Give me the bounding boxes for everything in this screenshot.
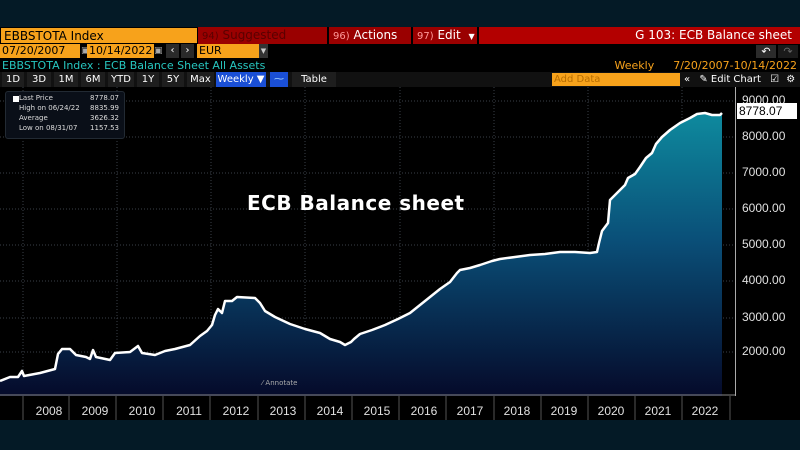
area-fill [0, 113, 722, 396]
legend-value: 3626.32 [90, 114, 119, 122]
period-1m-button[interactable]: 1M [54, 72, 78, 87]
add-data-input[interactable]: Add Data [552, 73, 680, 86]
x-tick-label: 2020 [597, 404, 625, 418]
x-tick-label: 2019 [550, 404, 578, 418]
x-tick-label: 2012 [222, 404, 250, 418]
legend-row-average: Average 3626.32 [19, 114, 119, 123]
prev-period-button[interactable]: ‹ [166, 44, 179, 58]
legend-label: Last Price [19, 94, 53, 102]
period-max-button[interactable]: Max [187, 72, 214, 87]
gear-icon[interactable]: ⚙ [786, 74, 796, 85]
edit-number: 97) [417, 31, 434, 42]
legend-row-high: High on 06/24/22 8835.99 [19, 104, 119, 113]
command-bar: EBBSTOTA Index 94) Suggested Charts 96) … [0, 27, 800, 60]
range-info: Weekly 7/20/2007-10/14/2022 [615, 59, 797, 72]
ticker-input[interactable]: EBBSTOTA Index [0, 27, 198, 44]
date-range-bar: 07/20/2007 ▣ - 10/14/2022 ▣ ‹ › EUR ▼ ↶ … [0, 44, 800, 59]
legend-value: 8835.99 [90, 104, 119, 112]
axis-corner [735, 396, 800, 420]
suggested-charts-button[interactable]: 94) Suggested Charts [198, 27, 327, 60]
calendar-icon[interactable]: ▣ [81, 46, 90, 56]
x-tick-label: 2022 [691, 404, 719, 418]
pencil-icon: ⁄ [262, 379, 266, 387]
legend-row-low: Low on 08/31/07 1157.53 [19, 124, 119, 133]
actions-menu-button[interactable]: 96) Actions ▼ [329, 27, 411, 59]
pencil-icon: ✎ [699, 74, 708, 85]
collapse-icon[interactable]: « [684, 74, 691, 85]
actions-label: Actions [353, 28, 398, 42]
y-tick-label: 4000.00 [742, 273, 786, 287]
end-date-input[interactable]: 10/14/2022 [87, 44, 154, 58]
chart-tools: « ✎ Edit Chart ☑ ⚙ [684, 72, 795, 87]
next-period-button[interactable]: › [181, 44, 194, 58]
legend-label: Average [19, 114, 48, 122]
x-tick-label: 2015 [363, 404, 391, 418]
calendar-icon[interactable]: ▣ [154, 46, 163, 56]
x-tick-label: 2014 [316, 404, 344, 418]
y-tick-label: 8000.00 [742, 129, 786, 143]
table-button[interactable]: Table [292, 72, 336, 87]
date-range-label: 7/20/2007-10/14/2022 [673, 59, 797, 72]
edit-chart-button[interactable]: Edit Chart [710, 74, 761, 85]
period-1d-button[interactable]: 1D [2, 72, 24, 87]
chevron-down-icon[interactable]: ▼ [259, 44, 268, 58]
frequency-label: Weekly [614, 59, 655, 72]
page-title: G 103: ECB Balance sheet [479, 27, 800, 44]
y-tick-label: 7000.00 [742, 165, 786, 179]
period-6m-button[interactable]: 6M [81, 72, 105, 87]
currency-select[interactable]: EUR [197, 44, 259, 58]
x-tick-label: 2008 [35, 404, 63, 418]
last-price-tag: 8778.07 [737, 103, 797, 119]
x-tick-label: 2016 [410, 404, 438, 418]
x-axis-dividers [22, 396, 731, 420]
line-chart-icon[interactable]: ⁓ [270, 72, 288, 87]
legend-value: 8778.07 [90, 94, 119, 102]
y-axis: 9000.00 8000.00 7000.00 6000.00 5000.00 … [735, 87, 800, 396]
x-tick-label: 2011 [176, 404, 202, 418]
legend-value: 1157.53 [90, 124, 119, 132]
period-1y-button[interactable]: 1Y [137, 72, 159, 87]
y-tick-label: 5000.00 [742, 237, 786, 251]
x-axis: 2008 2009 2010 2011 2012 2013 2014 2015 … [0, 396, 735, 420]
chart-title: ECB Balance sheet [247, 191, 465, 215]
caret-down-icon: ▼ [468, 32, 475, 41]
start-date-input[interactable]: 07/20/2007 [0, 44, 80, 58]
annotate-tool-icon[interactable]: ☑ [770, 74, 780, 85]
x-tick-label: 2009 [81, 404, 109, 418]
price-line [0, 111, 723, 383]
redo-button[interactable]: ↷ [778, 45, 798, 58]
security-bar: EBBSTOTA Index : ECB Balance Sheet All A… [0, 59, 800, 72]
chart-legend: Last Price 8778.07 High on 06/24/22 8835… [5, 91, 125, 139]
x-tick-label: 2010 [128, 404, 156, 418]
period-ytd-button[interactable]: YTD [108, 72, 134, 87]
annotate-label: Annotate [265, 379, 298, 387]
actions-number: 96) [333, 31, 350, 42]
y-tick-label: 6000.00 [742, 201, 786, 215]
edit-label: Edit [437, 28, 461, 42]
legend-label: High on 06/24/22 [19, 104, 80, 112]
period-5y-button[interactable]: 5Y [162, 72, 184, 87]
edit-menu-button[interactable]: 97) Edit ▼ [413, 27, 477, 44]
x-tick-label: 2018 [503, 404, 531, 418]
x-tick-label: 2017 [456, 404, 484, 418]
suggested-charts-number: 94) [202, 31, 219, 42]
x-tick-label: 2021 [644, 404, 672, 418]
y-tick-label: 3000.00 [742, 310, 786, 324]
period-3d-button[interactable]: 3D [27, 72, 51, 87]
frequency-select[interactable]: Weekly ▼ [216, 72, 266, 87]
undo-button[interactable]: ↶ [756, 45, 776, 58]
period-toolbar: 1D 3D 1M 6M YTD 1Y 5Y Max Weekly ▼ ⁓ Tab… [0, 72, 800, 87]
annotate-button[interactable]: ⁄ Annotate [262, 379, 297, 387]
legend-row-last: Last Price 8778.07 [19, 94, 119, 103]
legend-swatch [13, 96, 19, 102]
x-tick-label: 2013 [269, 404, 297, 418]
y-tick-label: 2000.00 [742, 344, 786, 358]
window-top-band [0, 0, 800, 27]
security-name: EBBSTOTA Index : ECB Balance Sheet All A… [2, 59, 266, 72]
legend-label: Low on 08/31/07 [19, 124, 78, 132]
